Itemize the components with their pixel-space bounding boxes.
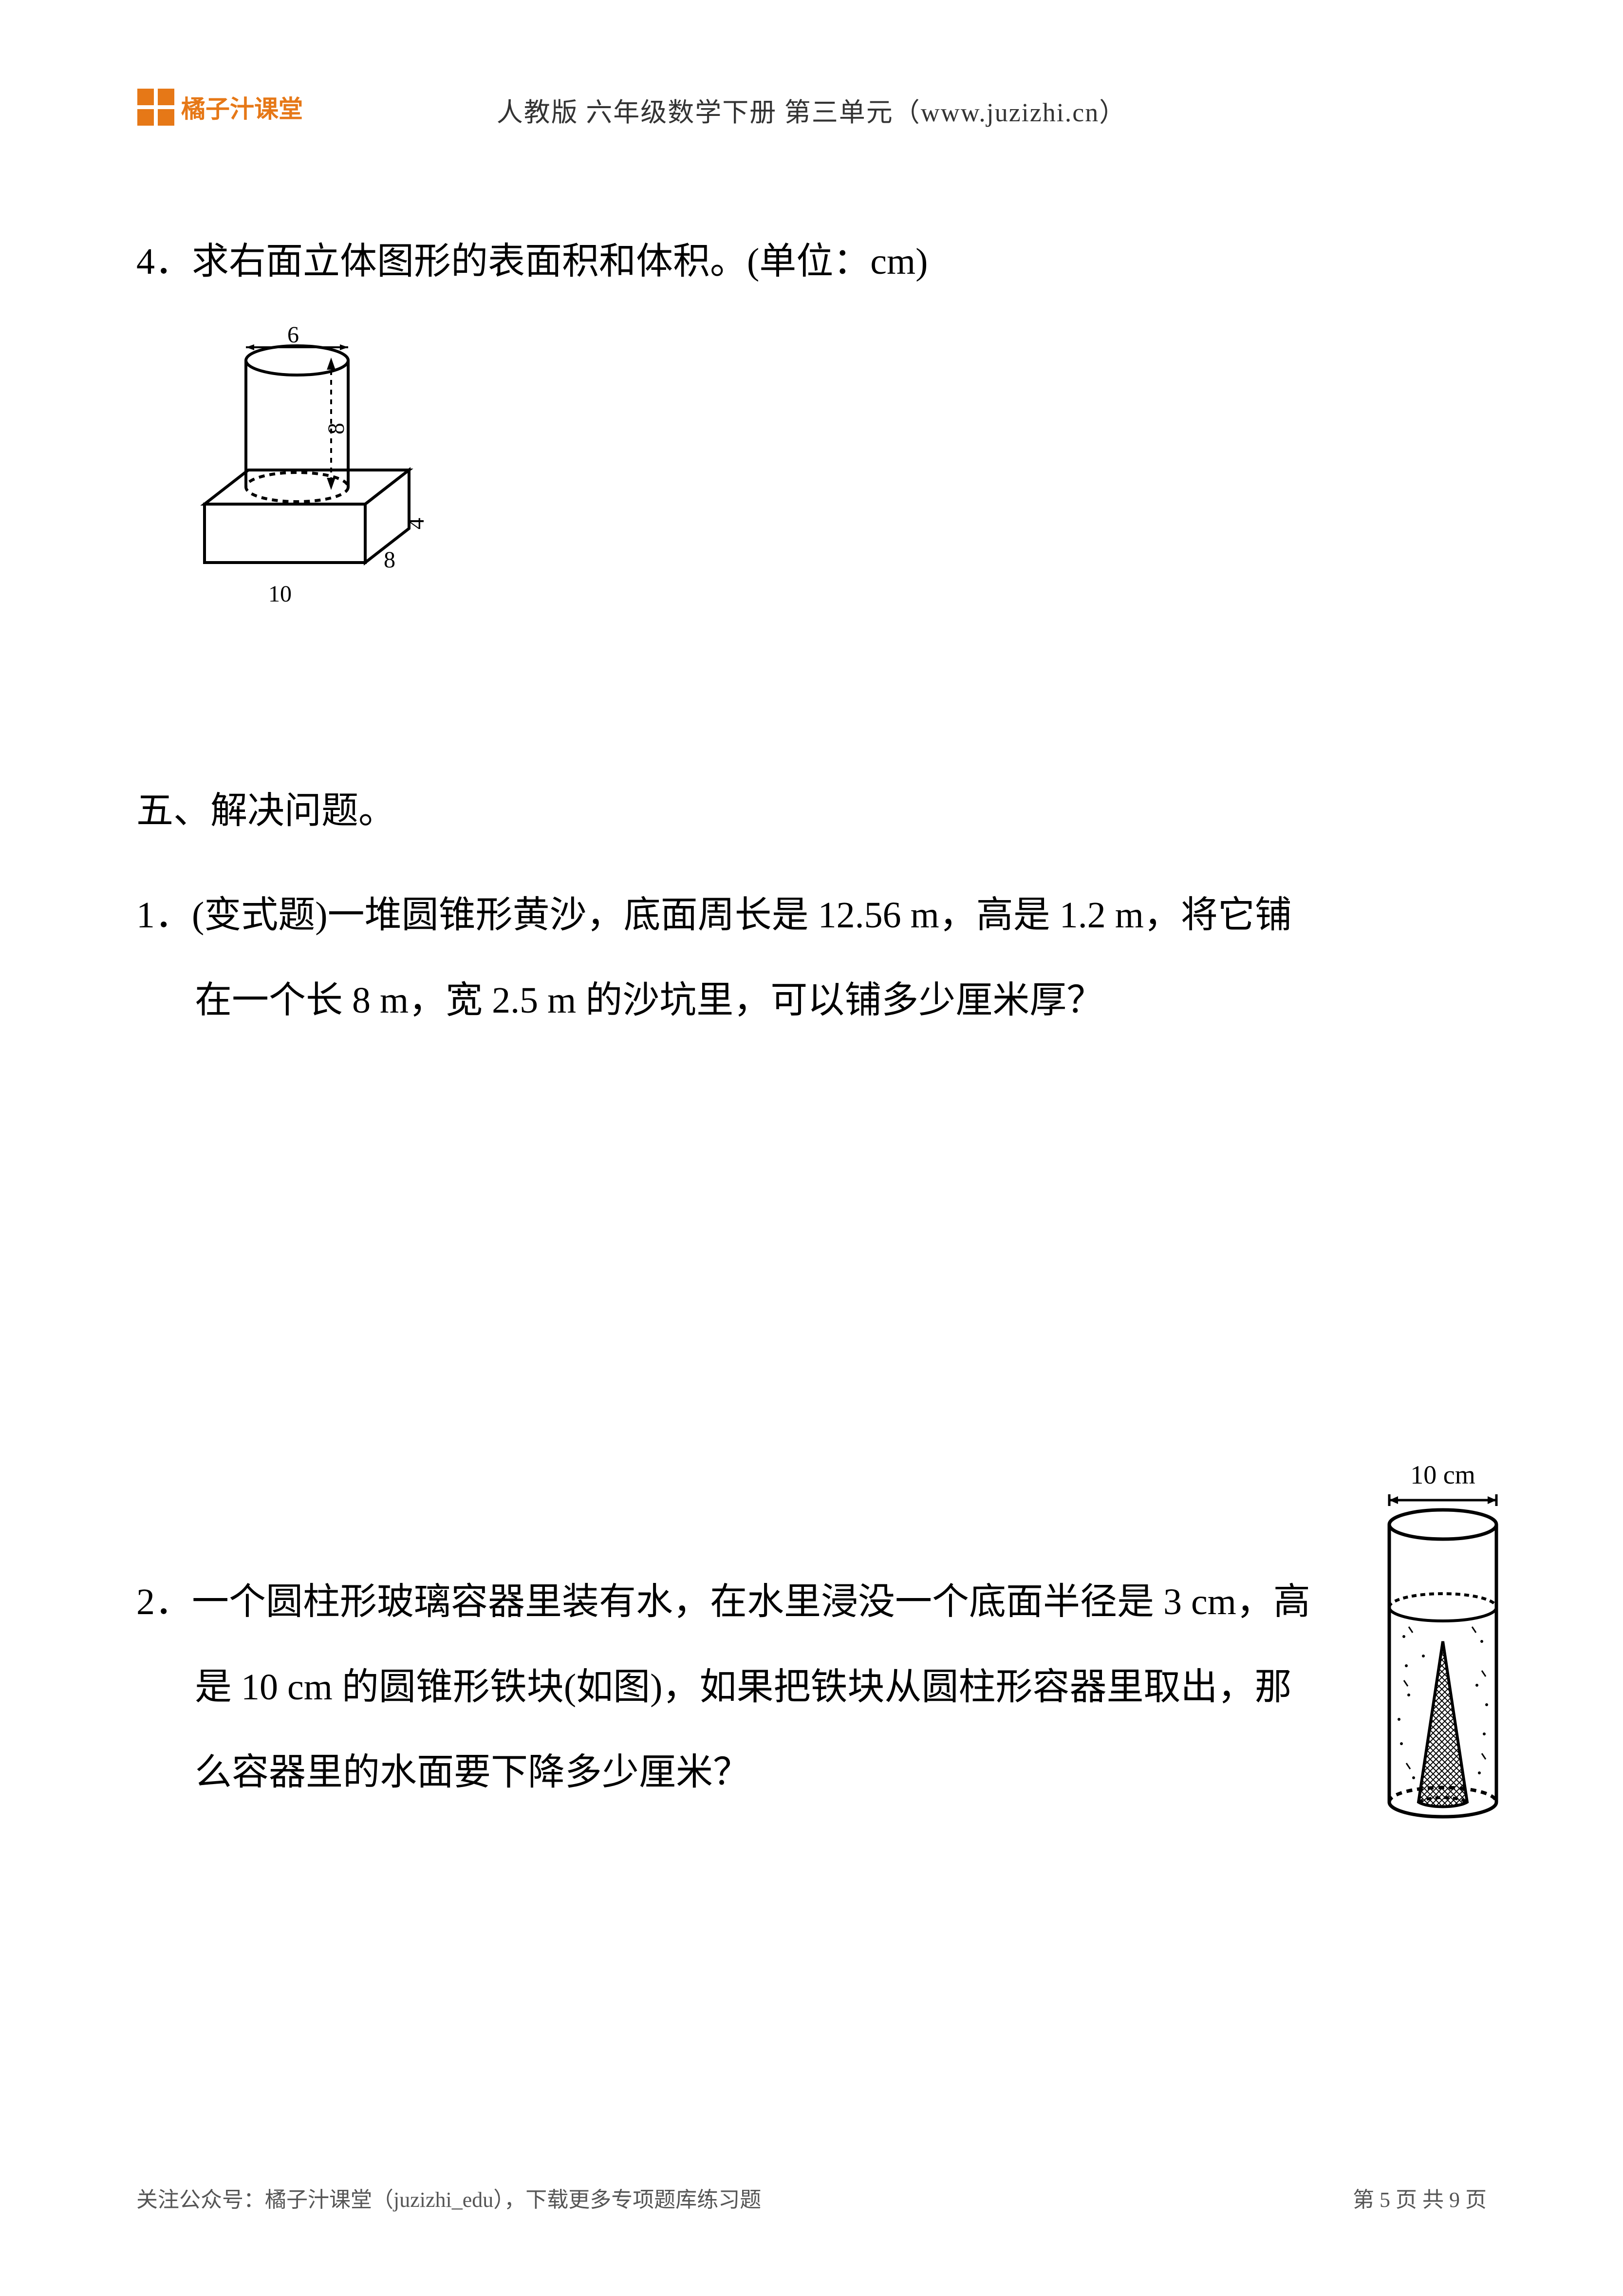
footer-right: 第 5 页 共 9 页 (1353, 2182, 1487, 2213)
logo-icon (136, 88, 175, 127)
section-5-title: 五、解决问题。 (136, 769, 1487, 854)
content-area: 4． 求右面立体图形的表面积和体积。(单位：cm) (136, 219, 1487, 1815)
label-cyl-height: 8 (323, 423, 349, 434)
logo-text: 橘子汁课堂 (181, 90, 303, 125)
q4-text: 求右面立体图形的表面积和体积。(单位：cm) (192, 219, 1487, 304)
q5-2-figure: 10 cm (1360, 1461, 1535, 1862)
q4-figure: 6 8 4 8 10 (185, 319, 1487, 652)
q5-2-text-line2: 是 10 cm 的圆锥形铁块(如图)，如果把铁块从圆柱形容器里取出，那 (195, 1645, 1487, 1730)
q5-1-text-line2: 在一个长 8 m，宽 2.5 m 的沙坑里，可以铺多少厘米厚？ (195, 958, 1487, 1043)
footer-left: 关注公众号：橘子汁课堂（juzizhi_edu），下载更多专项题库练习题 (136, 2182, 761, 2213)
q5-1-text-line1: (变式题)一堆圆锥形黄沙，底面周长是 12.56 m，高是 1.2 m，将它铺 (192, 873, 1487, 958)
label-cuboid-length: 10 (268, 581, 292, 607)
label-10cm: 10 cm (1410, 1461, 1475, 1489)
q4-number: 4． (136, 219, 192, 304)
q5-1-number: 1． (136, 873, 192, 958)
logo: 橘子汁课堂 (136, 88, 303, 127)
label-cuboid-height: 4 (403, 518, 429, 529)
question-5-1: 1． (变式题)一堆圆锥形黄沙，底面周长是 12.56 m，高是 1.2 m，将… (136, 873, 1487, 1043)
q5-2-number: 2． (136, 1560, 192, 1645)
question-5-2: 2． 一个圆柱形玻璃容器里装有水，在水里浸没一个底面半径是 3 cm，高 是 1… (136, 1560, 1487, 1815)
question-4: 4． 求右面立体图形的表面积和体积。(单位：cm) (136, 219, 1487, 652)
q5-2-text-line3: 么容器里的水面要下降多少厘米？ (195, 1730, 1487, 1815)
page-header: 橘子汁课堂 人教版 六年级数学下册 第三单元（www.juzizhi.cn） (136, 88, 1487, 132)
header-center-text: 人教版 六年级数学下册 第三单元（www.juzizhi.cn） (136, 91, 1487, 129)
q5-2-text-line1: 一个圆柱形玻璃容器里装有水，在水里浸没一个底面半径是 3 cm，高 (192, 1560, 1487, 1645)
page-footer: 关注公众号：橘子汁课堂（juzizhi_edu），下载更多专项题库练习题 第 5… (136, 2182, 1487, 2213)
label-cuboid-width: 8 (384, 547, 395, 573)
workspace-gap (136, 1073, 1487, 1560)
label-diameter: 6 (287, 322, 299, 348)
